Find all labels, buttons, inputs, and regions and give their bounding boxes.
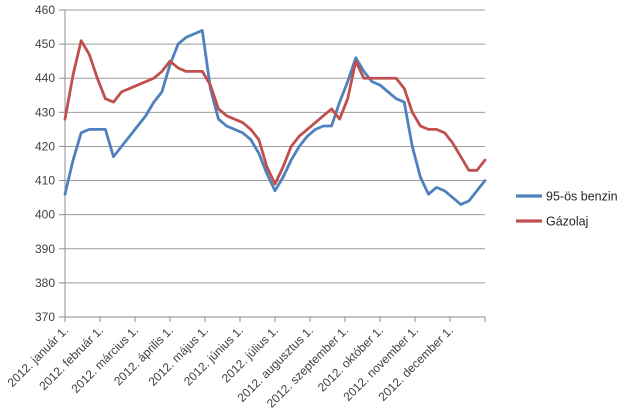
gridlines <box>65 9 485 318</box>
y-axis-label: 390 <box>35 242 55 256</box>
y-axis-label: 450 <box>35 37 55 51</box>
series-line-1-gazolaj[interactable] <box>63 39 487 186</box>
y-axis-label: 460 <box>35 3 55 17</box>
y-axis-labels: 370 380 390 400 410 420 430 440 450 460 <box>35 3 55 324</box>
legend-label: 95-ös benzin <box>546 190 618 204</box>
y-axis-label: 420 <box>35 139 55 153</box>
y-axis-label: 380 <box>35 276 55 290</box>
legend-item-benzin[interactable]: 95-ös benzin <box>516 190 618 204</box>
series-line-0-benzin[interactable] <box>63 29 487 206</box>
legend: 95-ös benzin Gázolaj <box>516 190 618 229</box>
y-axis-label: 370 <box>35 310 55 324</box>
x-axis-labels: 2012. január 1.2012. február 1.2012. már… <box>5 323 457 410</box>
y-axis-label: 430 <box>35 105 55 119</box>
plot-series <box>63 29 487 206</box>
y-axis-label: 440 <box>35 71 55 85</box>
legend-item-gazolaj[interactable]: Gázolaj <box>516 215 588 229</box>
y-axis-label: 410 <box>35 174 55 188</box>
axes <box>59 9 486 322</box>
y-axis-label: 400 <box>35 208 55 222</box>
x-axis-label-month-1: 2012. január 1. <box>5 323 72 390</box>
legend-label: Gázolaj <box>546 215 588 229</box>
